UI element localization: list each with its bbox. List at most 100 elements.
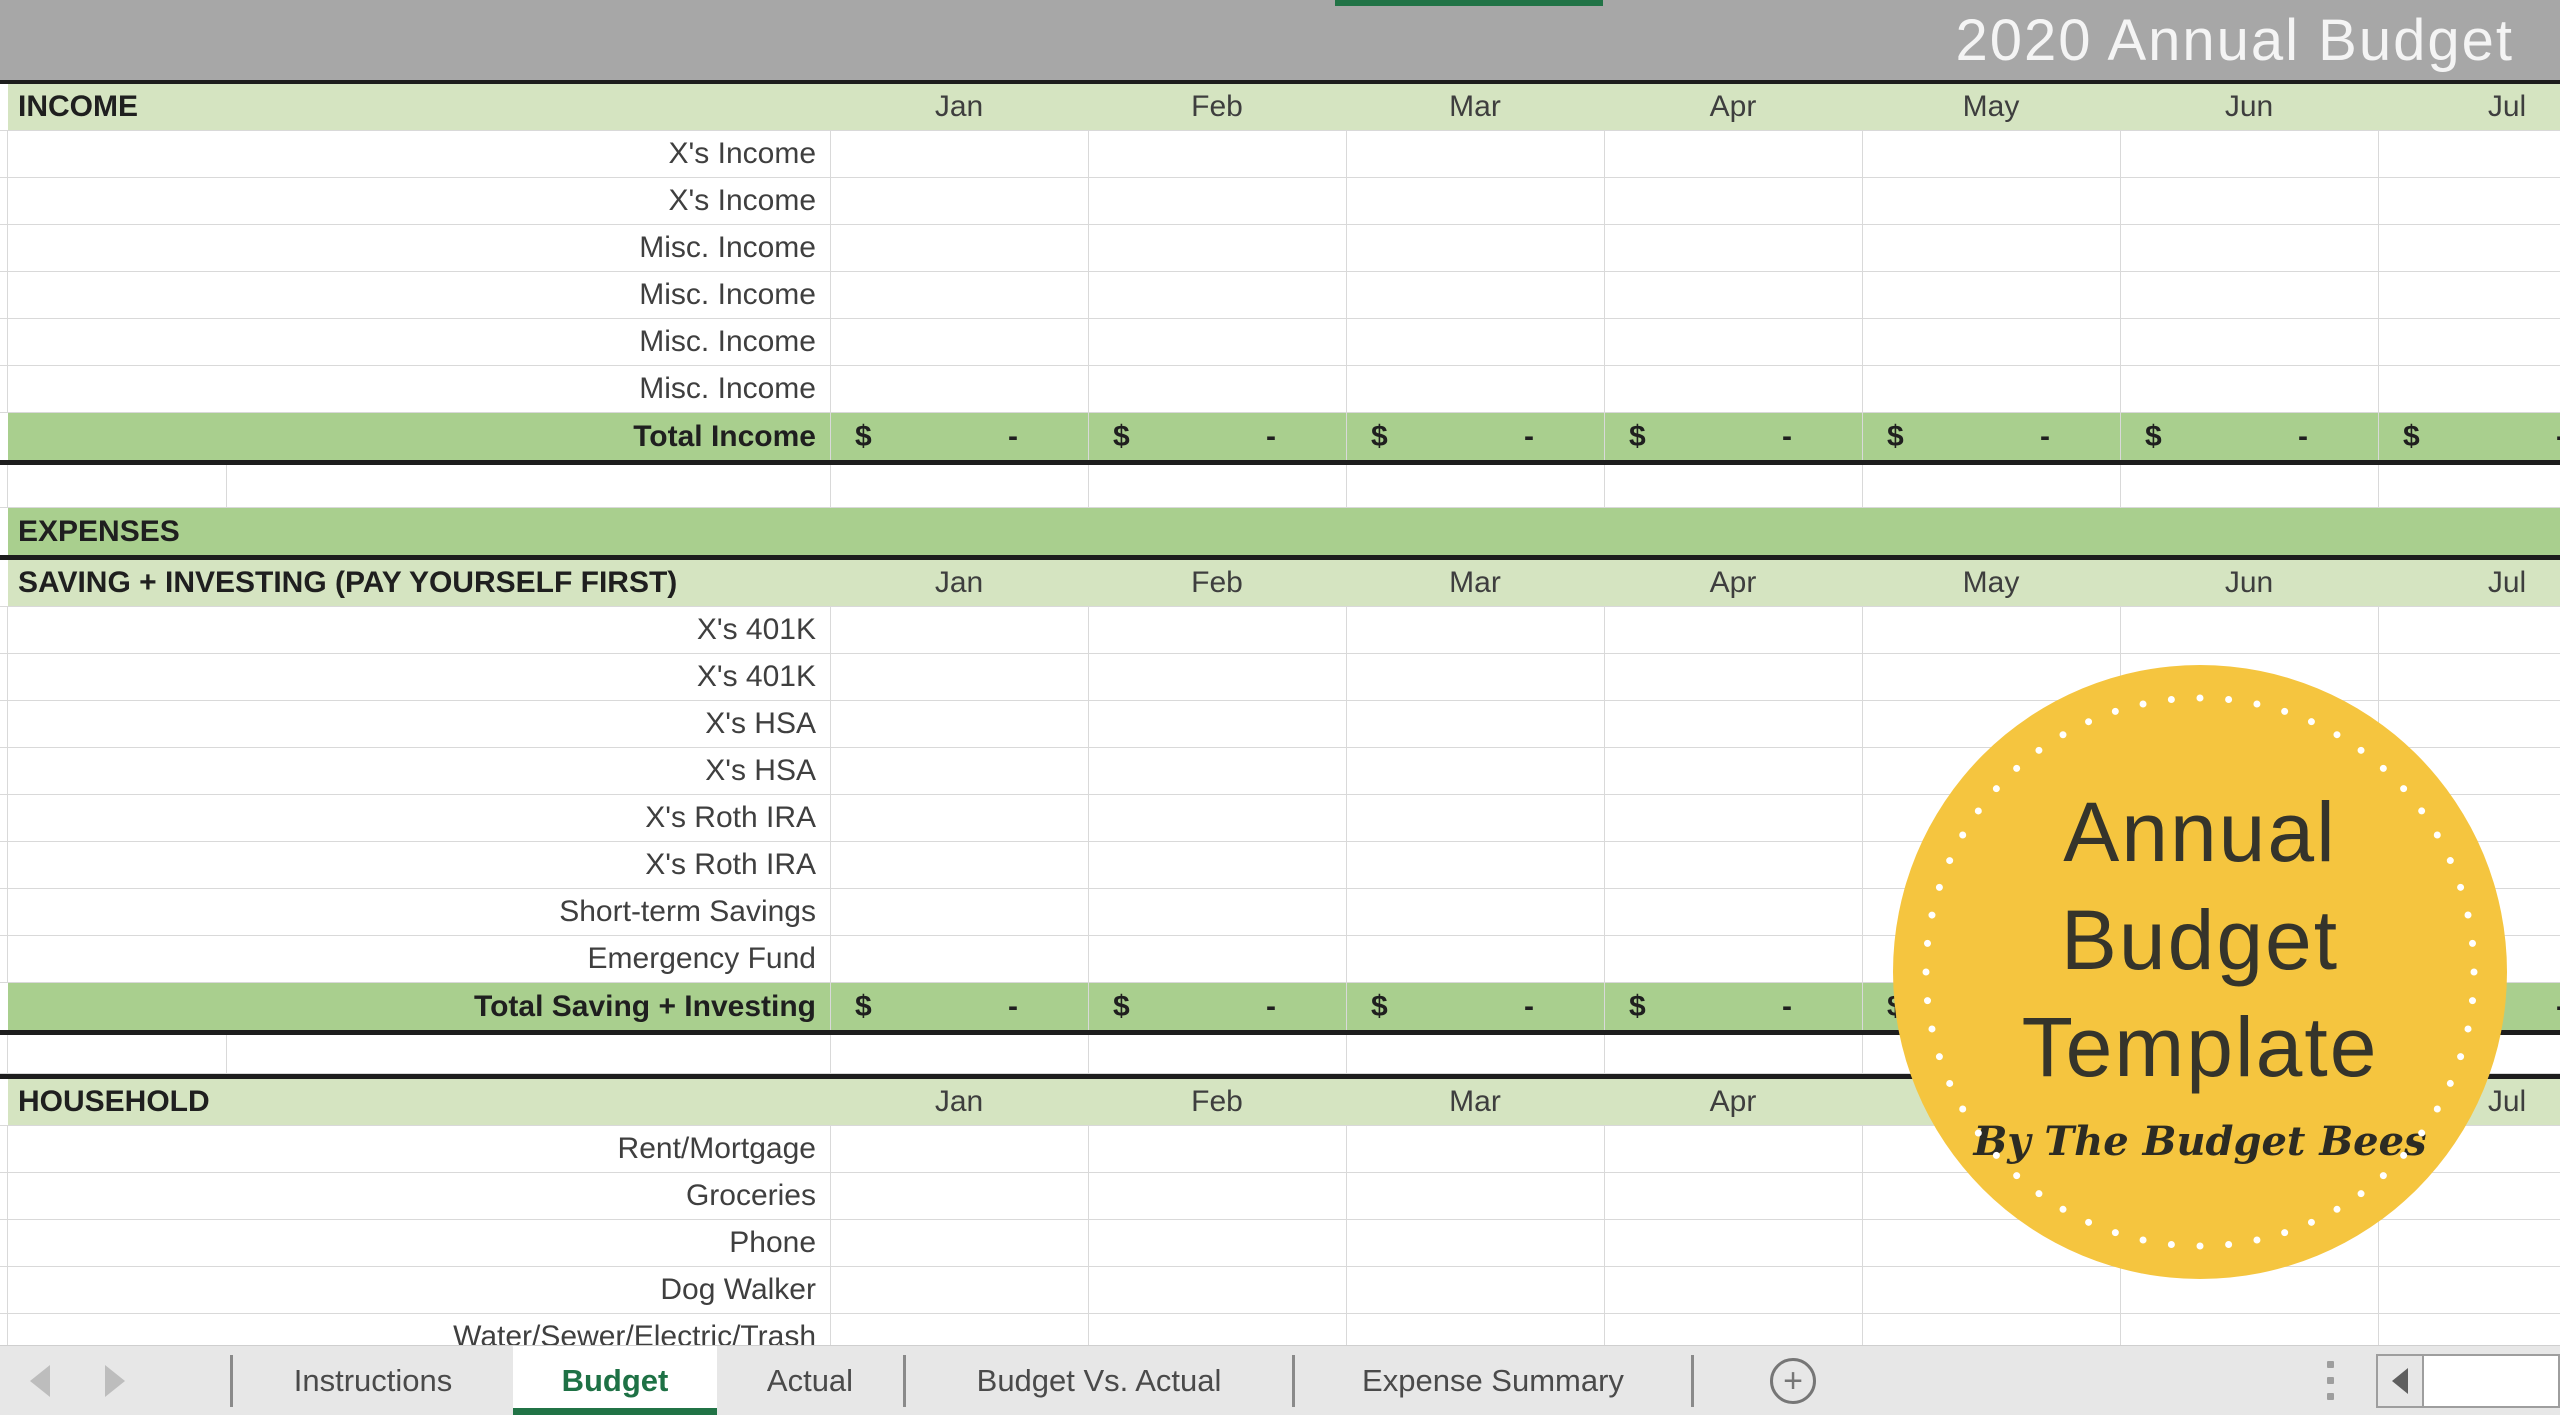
month-cell[interactable] [2378,131,2560,177]
total-month-cell[interactable]: $- [1604,983,1862,1030]
month-cell[interactable] [1088,1267,1346,1313]
row-label-cell[interactable]: Groceries [8,1173,830,1219]
section-title-cell[interactable]: INCOME [8,84,830,130]
month-cell[interactable] [1346,654,1604,700]
month-cell[interactable] [1862,1220,2120,1266]
month-cell[interactable] [1604,131,1862,177]
month-cell[interactable] [1604,366,1862,412]
month-header-cell[interactable]: May [1862,84,2120,130]
section-title-cell[interactable]: HOUSEHOLD [8,1079,830,1125]
month-cell[interactable] [1862,131,2120,177]
month-cell[interactable] [1862,607,2120,653]
total-month-cell[interactable]: $- [2378,413,2560,460]
month-cell[interactable] [1346,1314,1604,1345]
month-cell[interactable] [1088,1126,1346,1172]
month-cell[interactable] [830,1126,1088,1172]
sheet-tab-expense-summary[interactable]: Expense Summary [1362,1362,1624,1398]
month-cell[interactable] [1088,654,1346,700]
kebab-dots-icon[interactable] [2327,1361,2334,1400]
month-cell[interactable] [1346,131,1604,177]
month-cell[interactable] [1346,748,1604,794]
scrollbar-thumb[interactable] [2424,1355,2558,1406]
month-cell[interactable] [830,178,1088,224]
month-cell[interactable] [1088,748,1346,794]
month-header-cell[interactable]: May [1862,560,2120,606]
month-cell[interactable] [1862,272,2120,318]
month-cell[interactable] [1862,366,2120,412]
month-cell[interactable] [1088,178,1346,224]
month-cell[interactable] [2378,654,2560,700]
month-header-cell[interactable]: Jan [830,1079,1088,1125]
month-cell[interactable] [830,1267,1088,1313]
month-cell[interactable] [1346,1220,1604,1266]
month-header-cell[interactable]: Mar [1346,560,1604,606]
month-cell[interactable] [1604,225,1862,271]
row-label-cell[interactable]: Phone [8,1220,830,1266]
sheet-tab-actual[interactable]: Actual [766,1362,854,1398]
empty-cell[interactable] [227,465,830,507]
month-cell[interactable] [1088,1314,1346,1345]
empty-cell[interactable] [1862,465,2120,507]
empty-cell[interactable] [1088,1035,1346,1073]
month-cell[interactable] [1088,607,1346,653]
month-cell[interactable] [1862,1314,2120,1345]
row-label-cell[interactable]: Dog Walker [8,1267,830,1313]
month-cell[interactable] [2378,366,2560,412]
empty-cell[interactable] [1604,1035,1862,1073]
month-header-cell[interactable]: Apr [1604,1079,1862,1125]
empty-cell[interactable] [1346,1035,1604,1073]
empty-cell[interactable] [1088,465,1346,507]
month-cell[interactable] [830,795,1088,841]
total-month-cell[interactable]: $- [1346,983,1604,1030]
month-cell[interactable] [1346,272,1604,318]
row-label-cell[interactable]: X's Income [8,131,830,177]
month-cell[interactable] [2378,225,2560,271]
month-cell[interactable] [1088,701,1346,747]
month-cell[interactable] [1088,225,1346,271]
month-cell[interactable] [830,748,1088,794]
month-cell[interactable] [2378,178,2560,224]
month-header-cell[interactable]: Jul [2378,84,2560,130]
total-month-cell[interactable]: $- [1862,413,2120,460]
empty-cell[interactable] [2120,465,2378,507]
month-cell[interactable] [2378,319,2560,365]
empty-cell[interactable] [1604,465,1862,507]
month-header-cell[interactable]: Feb [1088,84,1346,130]
month-cell[interactable] [1346,1267,1604,1313]
month-cell[interactable] [1346,319,1604,365]
row-label-cell[interactable]: X's 401K [8,654,830,700]
month-header-cell[interactable]: Mar [1346,84,1604,130]
month-cell[interactable] [1088,1220,1346,1266]
row-label-cell[interactable]: Emergency Fund [8,936,830,982]
empty-cell[interactable] [1862,1035,2120,1073]
row-label-cell[interactable]: X's HSA [8,701,830,747]
empty-cell[interactable] [830,1035,1088,1073]
month-cell[interactable] [1862,842,2120,888]
sheet-tab-budget[interactable]: Budget [513,1346,717,1415]
month-cell[interactable] [1346,701,1604,747]
month-cell[interactable] [2120,272,2378,318]
month-cell[interactable] [1862,889,2120,935]
total-label-cell[interactable]: Total Saving + Investing [8,983,830,1030]
month-cell[interactable] [1604,319,1862,365]
month-cell[interactable] [1346,366,1604,412]
month-cell[interactable] [830,1173,1088,1219]
month-cell[interactable] [1604,795,1862,841]
month-header-cell[interactable]: Jan [830,560,1088,606]
month-cell[interactable] [1604,1220,1862,1266]
month-cell[interactable] [1862,225,2120,271]
row-label-cell[interactable]: X's 401K [8,607,830,653]
month-cell[interactable] [1862,936,2120,982]
total-month-cell[interactable]: $- [1088,413,1346,460]
month-cell[interactable] [2378,607,2560,653]
month-cell[interactable] [1604,842,1862,888]
next-sheet-icon[interactable] [105,1364,125,1397]
row-label-cell[interactable]: Rent/Mortgage [8,1126,830,1172]
month-cell[interactable] [1088,936,1346,982]
month-cell[interactable] [1346,889,1604,935]
month-cell[interactable] [2378,1267,2560,1313]
month-cell[interactable] [2120,1314,2378,1345]
empty-cell[interactable] [8,465,227,507]
month-cell[interactable] [2120,319,2378,365]
total-month-cell[interactable]: $- [1346,413,1604,460]
